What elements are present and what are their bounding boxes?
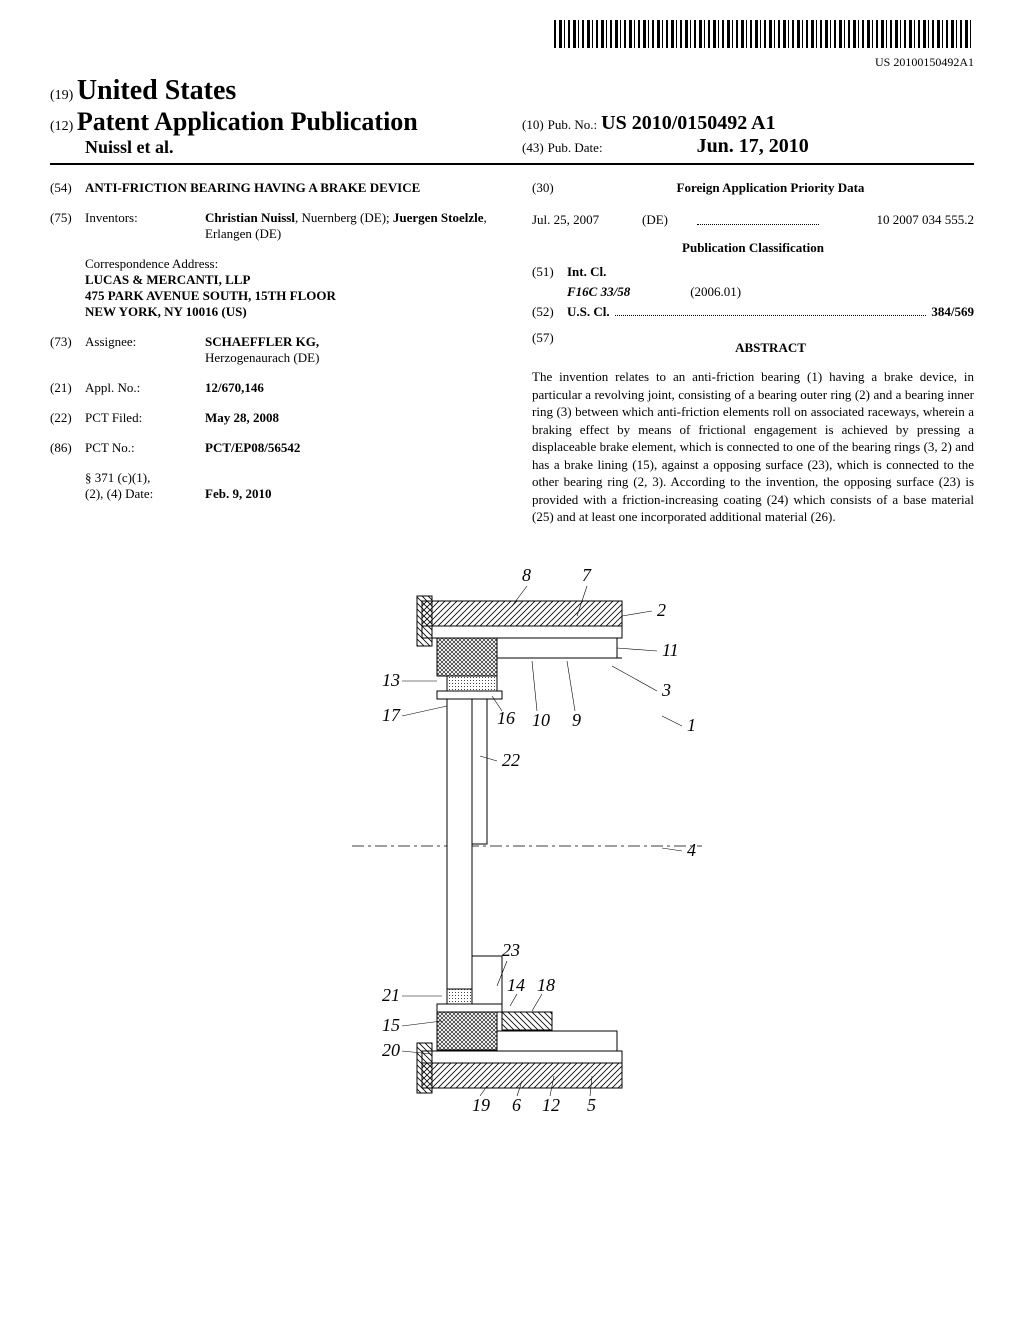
country-name: United States: [77, 75, 236, 106]
svg-text:16: 16: [497, 708, 515, 728]
patent-figure: 8 7 2 11 3 1 13 17 16 10 9 22 4: [292, 556, 732, 1116]
section-371-label2: (2), (4) Date:: [85, 486, 205, 502]
authors: Nuissl et al.: [85, 137, 502, 158]
svg-text:3: 3: [661, 680, 671, 700]
svg-text:20: 20: [382, 1040, 400, 1060]
section-371-value: Feb. 9, 2010: [205, 486, 492, 502]
correspondence-label: Correspondence Address:: [85, 256, 492, 272]
pub-date-value: Jun. 17, 2010: [697, 135, 809, 157]
svg-text:22: 22: [502, 750, 520, 770]
priority-number: 10 2007 034 555.2: [824, 212, 974, 228]
svg-text:17: 17: [382, 705, 401, 725]
pub-date-label: Pub. Date:: [548, 140, 603, 155]
pct-no-value: PCT/EP08/56542: [205, 440, 492, 456]
inventors-code: (75): [50, 210, 85, 242]
svg-text:21: 21: [382, 985, 400, 1005]
svg-text:23: 23: [502, 940, 520, 960]
us-cl-value: 384/569: [931, 304, 974, 320]
pub-no-code: (10): [522, 117, 544, 132]
pct-filed-code: (22): [50, 410, 85, 426]
publication-type: Patent Application Publication: [77, 107, 418, 136]
int-cl-code: (51): [532, 264, 567, 280]
inventors-label: Inventors:: [85, 210, 205, 242]
svg-text:1: 1: [687, 715, 696, 735]
svg-text:11: 11: [662, 640, 679, 660]
svg-text:18: 18: [537, 975, 555, 995]
section-371-label1: § 371 (c)(1),: [85, 470, 205, 486]
svg-text:7: 7: [582, 565, 592, 585]
appl-no-value: 12/670,146: [205, 380, 492, 396]
pub-date-code: (43): [522, 140, 544, 155]
barcode-number: US 20100150492A1: [50, 55, 974, 70]
pct-filed-label: PCT Filed:: [85, 410, 205, 426]
classification-header: Publication Classification: [532, 240, 974, 256]
appl-no-code: (21): [50, 380, 85, 396]
svg-text:15: 15: [382, 1015, 400, 1035]
svg-text:19: 19: [472, 1095, 490, 1115]
svg-text:12: 12: [542, 1095, 560, 1115]
assignee-label: Assignee:: [85, 334, 205, 366]
int-cl-label: Int. Cl.: [567, 264, 606, 280]
abstract-header: ABSTRACT: [567, 340, 974, 356]
assignee-value: SCHAEFFLER KG,: [205, 334, 492, 350]
svg-text:9: 9: [572, 710, 581, 730]
correspondence-line2: 475 PARK AVENUE SOUTH, 15TH FLOOR: [85, 288, 492, 304]
us-cl-label: U.S. Cl.: [567, 304, 610, 320]
priority-date: Jul. 25, 2007: [532, 212, 642, 228]
pub-no-value: US 2010/0150492 A1: [601, 112, 775, 134]
priority-country: (DE): [642, 212, 692, 228]
barcode: [554, 20, 974, 48]
abstract-text: The invention relates to an anti-frictio…: [532, 368, 974, 526]
svg-text:2: 2: [657, 600, 666, 620]
title-code: (54): [50, 180, 85, 196]
pct-no-label: PCT No.:: [85, 440, 205, 456]
svg-text:8: 8: [522, 565, 531, 585]
int-cl-class: F16C 33/58: [567, 284, 630, 300]
assignee-code: (73): [50, 334, 85, 366]
dots: [697, 212, 819, 225]
int-cl-year: (2006.01): [690, 284, 741, 300]
divider: [50, 163, 974, 165]
us-cl-code: (52): [532, 304, 567, 320]
assignee-location: Herzogenaurach (DE): [205, 350, 492, 366]
svg-text:13: 13: [382, 670, 400, 690]
svg-text:6: 6: [512, 1095, 521, 1115]
priority-header: Foreign Application Priority Data: [567, 180, 974, 196]
patent-title: ANTI-FRICTION BEARING HAVING A BRAKE DEV…: [85, 180, 492, 196]
correspondence-line3: NEW YORK, NY 10016 (US): [85, 304, 492, 320]
dots: [615, 315, 927, 316]
correspondence-line1: LUCAS & MERCANTI, LLP: [85, 272, 492, 288]
pub-no-label: Pub. No.:: [548, 117, 597, 132]
svg-text:10: 10: [532, 710, 550, 730]
pct-filed-value: May 28, 2008: [205, 410, 492, 426]
country-code: (19): [50, 88, 73, 103]
abstract-code: (57): [532, 330, 567, 364]
svg-text:14: 14: [507, 975, 525, 995]
appl-no-label: Appl. No.:: [85, 380, 205, 396]
inventors-value: Christian Nuissl, Nuernberg (DE); Juerge…: [205, 210, 492, 242]
svg-text:4: 4: [687, 840, 696, 860]
svg-text:5: 5: [587, 1095, 596, 1115]
pub-code: (12): [50, 119, 73, 134]
priority-code: (30): [532, 180, 567, 204]
pct-no-code: (86): [50, 440, 85, 456]
